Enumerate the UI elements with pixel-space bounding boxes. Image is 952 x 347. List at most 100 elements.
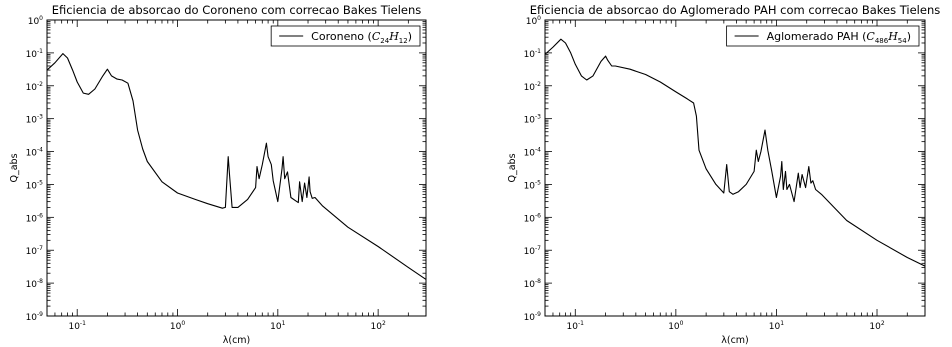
chart-1: Eficiencia de absorcao do Coroneno com c… [9,3,427,346]
y-tick-label: 10-4 [26,147,44,159]
x-tick-label: 100 [668,320,683,332]
y-tick-base: 10 [26,280,38,290]
y-tick-base: 10 [524,149,536,159]
x-tick-exponent: 1 [780,320,784,327]
x-tick-base: 10 [270,322,282,332]
y-tick-exponent: 0 [537,15,541,22]
y-tick-exponent: -4 [37,147,43,154]
y-tick-exponent: -7 [535,245,541,252]
x-tick-base: 10 [68,322,80,332]
legend-element: H [887,30,898,43]
legend-subscript: 54 [898,37,907,45]
y-tick-exponent: -2 [37,81,43,88]
x-axis-label: λ(cm) [721,335,749,346]
x-tick-label: 102 [370,320,385,332]
x-tick-label: 10-1 [567,320,585,332]
y-tick-exponent: -6 [37,212,43,219]
y-tick-label: 10-5 [26,179,44,191]
x-tick-base: 10 [567,322,579,332]
x-tick-base: 10 [170,322,182,332]
y-tick-label: 10-6 [26,212,44,224]
plot-frame [46,19,427,317]
x-tick-exponent: -1 [80,320,86,327]
series-line [544,38,926,267]
y-tick-base: 10 [26,149,38,159]
y-tick-base: 10 [26,181,38,191]
y-tick-base: 10 [26,116,38,126]
x-tick-exponent: -1 [578,320,584,327]
y-tick-exponent: -8 [37,278,43,285]
x-tick-exponent: 0 [680,320,684,327]
y-tick-label: 10-5 [524,179,542,191]
chart-2: Eficiencia de absorcao do Aglomerado PAH… [507,3,940,346]
y-tick-label: 10-3 [26,114,44,126]
legend: Coroneno (C24​H12​) [270,25,421,47]
chart-title: Eficiencia de absorcao do Coroneno com c… [52,3,422,17]
x-tick-label: 100 [170,320,185,332]
y-tick-label: 10-1 [524,48,542,60]
y-axis-label: Q_abs [507,153,518,182]
x-tick-label: 101 [769,320,784,332]
y-tick-base: 10 [26,313,38,323]
x-tick-exponent: 1 [282,320,286,327]
y-tick-label: 10-2 [524,81,542,93]
legend-subscript: 12 [399,37,408,45]
y-tick-label: 10-9 [524,311,542,323]
y-tick-label: 10-8 [26,278,44,290]
y-tick-base: 10 [524,50,536,60]
legend-paren-close: ) [408,30,412,43]
y-tick-label: 10-6 [524,212,542,224]
y-tick-label: 10-2 [26,81,44,93]
legend-box [726,25,920,47]
y-tick-label: 10-7 [26,245,44,257]
x-tick-label: 10-1 [68,320,86,332]
legend-subscript: 24 [380,37,389,45]
x-tick-label: 101 [270,320,285,332]
y-tick-base: 10 [524,116,536,126]
y-tick-label: 100 [526,15,541,27]
legend-paren-close: ) [907,30,911,43]
x-tick-exponent: 2 [382,320,386,327]
legend-paren-open: ( [364,30,372,43]
y-tick-label: 10-4 [524,147,542,159]
legend-element: C [866,30,875,43]
x-tick-base: 10 [869,322,881,332]
y-tick-exponent: 0 [39,15,43,22]
y-tick-base: 10 [524,313,536,323]
y-tick-exponent: -5 [37,179,43,186]
y-tick-exponent: -7 [37,245,43,252]
y-tick-exponent: -6 [535,212,541,219]
y-tick-base: 10 [524,181,536,191]
legend-label: Coroneno (C24​H12​) [311,30,412,45]
chart-title: Eficiencia de absorcao do Aglomerado PAH… [530,3,940,17]
y-tick-label: 10-1 [26,48,44,60]
y-tick-base: 10 [526,17,538,27]
y-tick-label: 100 [28,15,43,27]
y-tick-label: 10-9 [26,311,44,323]
y-tick-base: 10 [524,214,536,224]
y-tick-exponent: -8 [535,278,541,285]
x-axis-label: λ(cm) [223,335,251,346]
y-tick-exponent: -1 [37,48,43,55]
x-tick-exponent: 2 [881,320,885,327]
y-tick-exponent: -9 [37,311,43,318]
legend-element: C [372,30,381,43]
y-tick-base: 10 [26,247,38,257]
y-tick-base: 10 [524,247,536,257]
legend-name: Coroneno [311,30,364,43]
y-tick-exponent: -2 [535,81,541,88]
legend: Aglomerado PAH (C486​H54​) [726,25,920,47]
y-axis-label: Q_abs [9,153,20,182]
y-tick-base: 10 [524,83,536,93]
y-tick-exponent: -1 [535,48,541,55]
x-tick-base: 10 [769,322,781,332]
y-tick-label: 10-7 [524,245,542,257]
legend-box [270,25,421,47]
y-tick-base: 10 [26,214,38,224]
legend-paren-open: ( [859,30,867,43]
y-tick-exponent: -4 [535,147,541,154]
y-tick-exponent: -9 [535,311,541,318]
x-tick-label: 102 [869,320,884,332]
y-tick-base: 10 [524,280,536,290]
y-tick-exponent: -5 [535,179,541,186]
